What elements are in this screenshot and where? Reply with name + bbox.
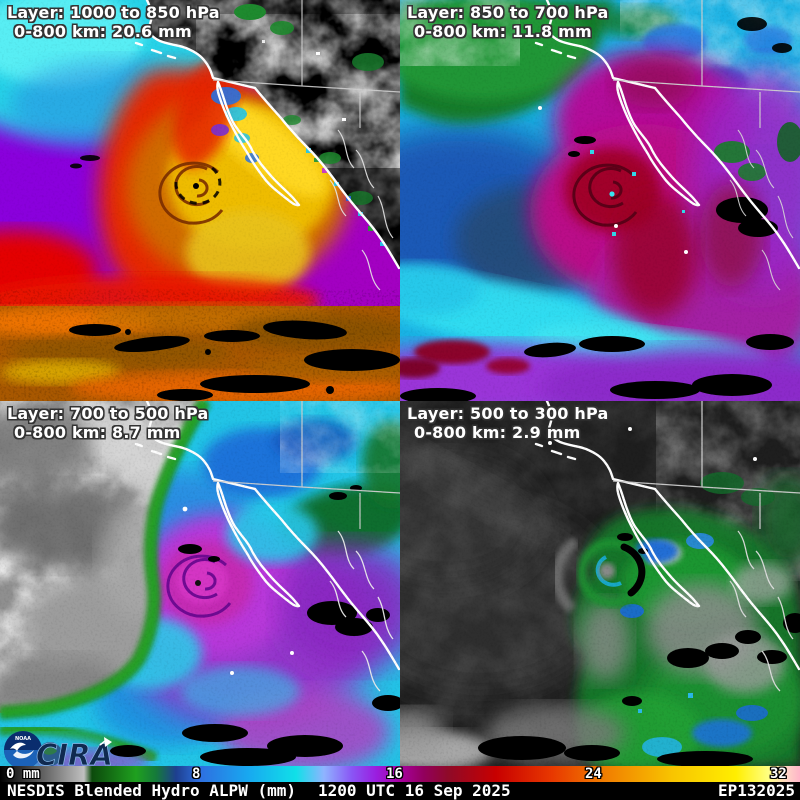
product-title: NESDIS Blended Hydro ALPW (mm) (7, 781, 296, 800)
layer-label: Layer: 1000 to 850 hPa (7, 3, 220, 22)
value-label: 0-800 km: 20.6 mm (14, 22, 192, 41)
value-label: 0-800 km: 8.7 mm (14, 423, 181, 442)
colorbar-tick-16: 16 (386, 766, 403, 782)
layer-label: Layer: 700 to 500 hPa (7, 404, 209, 423)
map-500-300-art (400, 401, 800, 766)
map-1000-850-art (0, 0, 400, 401)
panel-label-850-700: Layer: 850 to 700 hPa 0-800 km: 11.8 mm (407, 3, 608, 41)
footer-bar: NESDIS Blended Hydro ALPW (mm) 1200 UTC … (0, 782, 800, 800)
colorbar-tick-8: 8 (192, 766, 201, 782)
layer-label: Layer: 500 to 300 hPa (407, 404, 609, 423)
panel-label-1000-850: Layer: 1000 to 850 hPa 0-800 km: 20.6 mm (7, 3, 220, 41)
colorbar: 0 mm 8 16 24 32 (0, 766, 800, 782)
agency-logos: NOAA CIRA (4, 731, 126, 771)
noaa-logo-text: NOAA (15, 736, 31, 742)
valid-time: 1200 UTC 16 Sep 2025 (318, 781, 511, 800)
map-850-700-art (400, 0, 800, 401)
colorbar-tick-24: 24 (585, 766, 602, 782)
panel-label-700-500: Layer: 700 to 500 hPa 0-800 km: 8.7 mm (7, 404, 208, 442)
storm-id-badge: EP132025 (717, 781, 795, 800)
panel-500-300-hpa: Layer: 500 to 300 hPa 0-800 km: 2.9 mm (400, 401, 800, 766)
value-label: 0-800 km: 2.9 mm (414, 423, 581, 442)
panel-label-500-300: Layer: 500 to 300 hPa 0-800 km: 2.9 mm (407, 404, 608, 442)
map-700-500-art (0, 401, 400, 766)
panel-700-500-hpa: Layer: 700 to 500 hPa 0-800 km: 8.7 mm (0, 401, 400, 766)
colorbar-tick-32: 32 (770, 766, 787, 782)
value-label: 0-800 km: 11.8 mm (414, 22, 592, 41)
colorbar-gradient (0, 766, 800, 782)
cira-logo-text: CIRA (36, 738, 113, 771)
noaa-logo: NOAA (4, 731, 42, 769)
panel-850-700-hpa: Layer: 850 to 700 hPa 0-800 km: 11.8 mm (400, 0, 800, 401)
layer-label: Layer: 850 to 700 hPa (407, 3, 609, 22)
colorbar-tick-0: 0 mm (6, 766, 40, 782)
panel-1000-850-hpa: Layer: 1000 to 850 hPa 0-800 km: 20.6 mm (0, 0, 400, 401)
cira-logo: CIRA (36, 737, 113, 771)
